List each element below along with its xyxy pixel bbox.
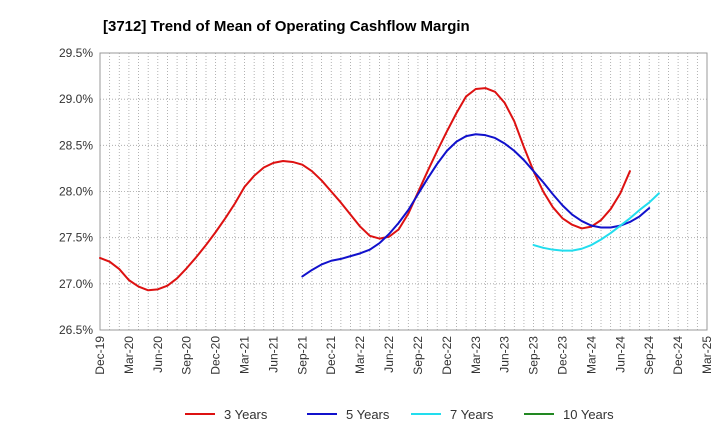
x-tick-label: Mar-21 [238, 336, 252, 374]
x-tick-label: Sep-20 [180, 336, 194, 375]
x-tick-label: Sep-23 [527, 336, 541, 375]
y-tick-label: 29.5% [59, 46, 93, 60]
x-tick-label: Dec-23 [555, 336, 569, 375]
chart-title: [3712] Trend of Mean of Operating Cashfl… [103, 18, 470, 35]
x-tick-label: Mar-25 [700, 336, 714, 374]
x-tick-label: Dec-22 [440, 336, 454, 375]
x-tick-label: Jun-22 [382, 336, 396, 373]
legend-label-10-years: 10 Years [563, 407, 614, 422]
x-tick-label: Dec-19 [93, 336, 107, 375]
x-tick-label: Sep-24 [642, 336, 656, 375]
x-tick-label: Jun-24 [613, 336, 627, 373]
legend-label-5-years: 5 Years [346, 407, 390, 422]
x-tick-label: Mar-22 [353, 336, 367, 374]
x-tick-label: Dec-20 [209, 336, 223, 375]
x-tick-label: Mar-24 [584, 336, 598, 374]
series-line-7-years [532, 192, 660, 252]
x-tick-label: Jun-23 [498, 336, 512, 373]
legend-label-7-years: 7 Years [450, 407, 494, 422]
x-tick-label: Mar-23 [469, 336, 483, 374]
legend-label-3-years: 3 Years [224, 407, 268, 422]
legend: 3 Years 5 Years 7 Years 10 Years [185, 407, 614, 422]
x-tick-label: Dec-24 [671, 336, 685, 375]
series-line-3-years [99, 87, 631, 292]
y-tick-label: 29.0% [59, 92, 93, 106]
y-tick-label: 28.5% [59, 138, 93, 152]
series-group [99, 87, 660, 292]
y-tick-label: 27.0% [59, 277, 93, 291]
y-tick-label: 28.0% [59, 185, 93, 199]
y-axis: 26.5% 27.0% 27.5% 28.0% 28.5% 29.0% 29.5% [59, 46, 93, 337]
x-tick-label: Dec-21 [324, 336, 338, 375]
plot-area [99, 52, 708, 331]
x-tick-label: Sep-22 [411, 336, 425, 375]
x-axis: Dec-19 Mar-20 Jun-20 Sep-20 Dec-20 Mar-21 Jun-… [93, 336, 714, 375]
series-line-5-years [301, 133, 651, 278]
x-tick-label: Jun-21 [266, 336, 280, 373]
x-tick-label: Sep-21 [295, 336, 309, 375]
y-tick-label: 27.5% [59, 231, 93, 245]
x-tick-label: Mar-20 [122, 336, 136, 374]
y-tick-label: 26.5% [59, 323, 93, 337]
x-tick-label: Jun-20 [151, 336, 165, 373]
